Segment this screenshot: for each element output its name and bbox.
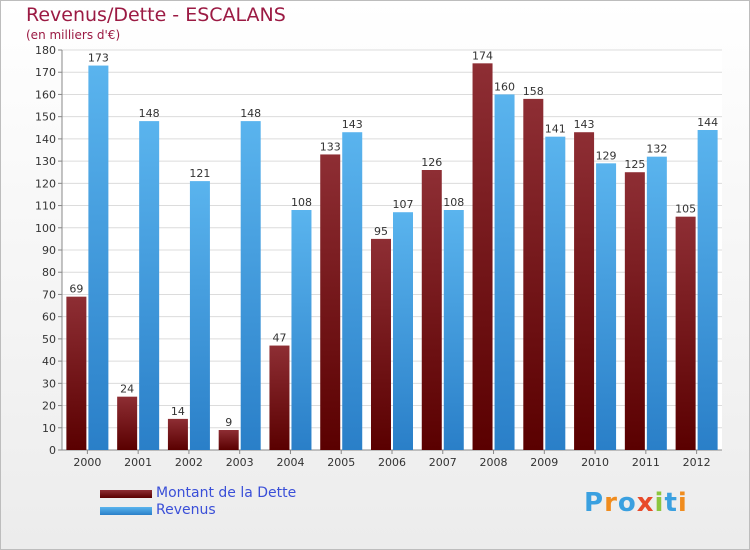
bar-debt <box>167 418 188 450</box>
x-tick-label: 2003 <box>226 456 254 469</box>
data-label-debt: 126 <box>421 156 442 169</box>
y-tick-label: 10 <box>42 422 56 435</box>
data-label-revenue: 148 <box>240 107 261 120</box>
data-label-revenue: 121 <box>189 167 210 180</box>
bar-revenue <box>342 132 363 450</box>
bar-debt <box>117 396 138 450</box>
data-label-debt: 174 <box>472 49 493 62</box>
legend-swatch-debt <box>100 490 152 498</box>
y-tick-label: 20 <box>42 400 56 413</box>
bar-revenue <box>494 94 515 450</box>
bar-debt <box>66 296 87 450</box>
logo-letter: r <box>604 488 618 518</box>
bar-revenue <box>646 156 667 450</box>
bar-debt <box>371 238 391 450</box>
x-tick-label: 2001 <box>124 456 152 469</box>
y-tick-label: 70 <box>42 288 56 301</box>
y-tick-label: 110 <box>35 200 56 213</box>
x-tick-label: 2009 <box>530 456 558 469</box>
data-label-debt: 95 <box>374 225 388 238</box>
legend-swatch-revenue <box>100 507 152 515</box>
bar-revenue <box>443 210 464 450</box>
data-label-revenue: 108 <box>443 196 464 209</box>
logo-letter: i <box>654 488 665 518</box>
y-tick-label: 40 <box>42 355 56 368</box>
data-label-debt: 125 <box>624 158 645 171</box>
bar-revenue <box>393 212 413 450</box>
logo-letter: t <box>664 488 678 518</box>
y-tick-label: 30 <box>42 377 56 390</box>
data-label-revenue: 129 <box>596 149 617 162</box>
proxiti-logo: Proxiti <box>584 488 688 518</box>
data-label-debt: 24 <box>120 383 134 396</box>
y-tick-label: 160 <box>35 88 56 101</box>
data-label-debt: 14 <box>171 405 185 418</box>
legend-label-revenue: Revenus <box>156 502 216 518</box>
data-label-revenue: 141 <box>545 123 566 136</box>
chart-subtitle: (en milliers d'€) <box>26 28 121 42</box>
bar-debt <box>269 345 290 450</box>
data-label-revenue: 132 <box>646 143 667 156</box>
data-label-debt: 158 <box>523 85 544 98</box>
y-tick-label: 170 <box>35 66 56 79</box>
x-tick-label: 2004 <box>276 456 304 469</box>
data-label-debt: 9 <box>225 416 232 429</box>
data-label-revenue: 144 <box>697 116 718 129</box>
y-tick-label: 0 <box>49 444 56 457</box>
bar-debt <box>472 63 493 450</box>
bar-revenue <box>189 181 210 450</box>
y-tick-label: 130 <box>35 155 56 168</box>
data-label-debt: 143 <box>574 118 595 131</box>
x-tick-label: 2012 <box>683 456 711 469</box>
x-tick-label: 2011 <box>632 456 660 469</box>
bar-revenue <box>291 210 312 450</box>
x-tick-label: 2005 <box>327 456 355 469</box>
data-label-debt: 69 <box>69 283 83 296</box>
y-tick-label: 50 <box>42 333 56 346</box>
bar-revenue <box>596 163 617 451</box>
y-tick-label: 120 <box>35 177 56 190</box>
x-tick-label: 2006 <box>378 456 406 469</box>
bar-debt <box>523 98 544 450</box>
chart-title: Revenus/Dette - ESCALANS <box>26 4 286 26</box>
x-tick-label: 2000 <box>73 456 101 469</box>
data-label-revenue: 108 <box>291 196 312 209</box>
data-label-debt: 105 <box>675 203 696 216</box>
y-tick-label: 90 <box>42 244 56 257</box>
logo-letter: x <box>636 488 655 518</box>
y-tick-label: 60 <box>42 311 56 324</box>
bar-revenue <box>240 121 261 450</box>
bar-debt <box>675 216 696 450</box>
y-tick-label: 100 <box>35 222 56 235</box>
data-label-debt: 47 <box>272 332 286 345</box>
y-tick-label: 180 <box>35 44 56 57</box>
bar-revenue <box>545 136 566 450</box>
logo-letter: o <box>617 488 637 518</box>
bar-revenue <box>697 130 718 450</box>
legend-label-debt: Montant de la Dette <box>156 485 297 501</box>
bar-revenue <box>88 65 109 451</box>
x-tick-label: 2002 <box>175 456 203 469</box>
bar-debt <box>320 154 341 450</box>
data-label-revenue: 148 <box>139 107 160 120</box>
bar-revenue <box>139 121 160 450</box>
bar-debt <box>218 430 239 450</box>
data-label-revenue: 107 <box>393 198 414 211</box>
bar-debt <box>624 172 645 450</box>
logo-letter: i <box>677 488 688 518</box>
x-tick-label: 2007 <box>429 456 457 469</box>
x-tick-label: 2008 <box>480 456 508 469</box>
data-label-revenue: 160 <box>494 80 515 93</box>
y-tick-label: 150 <box>35 111 56 124</box>
y-tick-label: 140 <box>35 133 56 146</box>
data-label-revenue: 143 <box>342 118 363 131</box>
data-label-debt: 133 <box>320 140 341 153</box>
bar-debt <box>574 132 595 450</box>
bar-debt <box>421 170 442 450</box>
y-tick-label: 80 <box>42 266 56 279</box>
x-tick-label: 2010 <box>581 456 609 469</box>
data-label-revenue: 173 <box>88 52 109 65</box>
logo-letter: P <box>584 488 605 518</box>
